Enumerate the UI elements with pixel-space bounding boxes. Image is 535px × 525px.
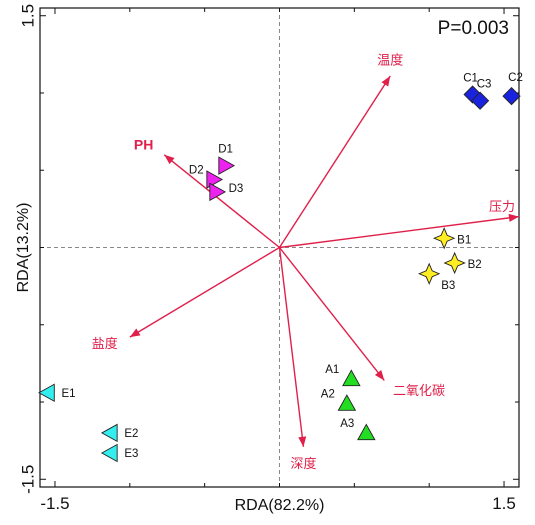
sample-marker	[443, 251, 466, 275]
sample-point-label: D3	[229, 183, 244, 195]
env-arrow: 二氧化碳	[278, 247, 445, 399]
sample-marker	[38, 383, 55, 403]
sample-point: D2	[189, 165, 224, 189]
sample-point: A1	[325, 364, 361, 387]
sample-group: D1 D2 D3	[189, 144, 244, 202]
sample-marker	[100, 423, 118, 443]
sample-group: A1 A2 A3	[321, 364, 376, 441]
x-tick-label: 1.5	[492, 494, 516, 513]
y-tick-label: -1.5	[18, 465, 37, 494]
env-arrow: 温度	[278, 52, 403, 248]
sample-point-label: E3	[124, 448, 138, 460]
sample-point: D3	[209, 182, 244, 202]
sample-point: B2	[443, 251, 482, 275]
sample-point-label: A2	[321, 389, 335, 401]
env-arrow-head	[298, 436, 307, 447]
sample-point: B3	[418, 262, 455, 292]
sample-point: A3	[340, 418, 376, 441]
sample-marker	[218, 156, 236, 175]
sample-point: E1	[38, 383, 76, 403]
env-arrow-shaft	[163, 154, 280, 249]
sample-marker	[502, 86, 521, 106]
sample-marker	[342, 369, 361, 387]
env-arrow-shaft	[129, 246, 280, 338]
env-arrow-shaft	[278, 75, 391, 248]
sample-marker	[357, 423, 376, 441]
env-arrow-shaft	[279, 215, 520, 249]
sample-point-label: A1	[325, 364, 339, 376]
sample-marker	[337, 394, 357, 411]
env-arrow-head	[164, 154, 175, 165]
sample-point: C2	[502, 72, 523, 106]
env-arrow-label: 深度	[290, 456, 316, 472]
sample-point-label: D2	[189, 165, 204, 177]
sample-group: E1 E2 E3	[38, 383, 138, 463]
y-tick-label: 1.5	[18, 4, 37, 28]
sample-group: B1 B2 B3	[418, 227, 482, 292]
env-arrow-head	[381, 75, 391, 87]
p-value-annotation: P=0.003	[438, 18, 509, 39]
sample-point-label: E1	[61, 388, 75, 400]
env-arrow-head	[374, 370, 385, 381]
env-arrow: 深度	[278, 247, 316, 472]
sample-point-label: B1	[457, 234, 471, 246]
x-tick-label: -1.5	[40, 494, 69, 513]
sample-point: D1	[218, 144, 236, 175]
sample-marker	[470, 91, 490, 110]
sample-point: A2	[321, 389, 357, 411]
sample-point-label: C2	[508, 72, 523, 84]
sample-point-label: B2	[468, 259, 482, 271]
sample-point: B1	[433, 227, 471, 250]
env-arrow-head	[129, 328, 141, 338]
env-arrow-shaft	[278, 247, 305, 447]
y-axis-title: RDA(13.2%)	[15, 203, 32, 293]
env-arrow: 压力	[279, 200, 520, 249]
sample-point-label: A3	[340, 418, 354, 430]
env-arrow-label: PH	[134, 137, 153, 153]
env-arrow-label: 二氧化碳	[393, 384, 445, 399]
sample-points: A1 A2 A3 B1 B2 B3 C1 C2 C3 D1 D2 D3 E1 E2 E3	[38, 72, 523, 463]
env-arrow: PH	[134, 137, 280, 249]
sample-point: E3	[100, 443, 138, 463]
sample-point: C3	[470, 79, 492, 110]
sample-marker	[100, 443, 118, 463]
sample-marker	[433, 227, 456, 250]
env-arrow-label: 盐度	[92, 336, 118, 352]
x-axis-title: RDA(82.2%)	[235, 497, 325, 514]
axis-ticks: -1.5 1.5 1.5 -1.5	[18, 4, 519, 513]
sample-point-label: C1	[463, 73, 478, 85]
sample-point-label: C3	[477, 79, 492, 91]
sample-group: C1 C2 C3	[463, 72, 523, 110]
sample-point-label: E2	[124, 428, 138, 440]
env-arrow: 盐度	[92, 246, 280, 352]
sample-marker	[209, 182, 227, 202]
sample-marker	[418, 262, 441, 285]
env-arrow-shaft	[278, 247, 385, 381]
sample-point: E2	[100, 423, 138, 443]
env-arrow-head	[508, 213, 519, 222]
env-arrow-label: 压力	[489, 200, 515, 215]
sample-point-label: D1	[218, 144, 233, 156]
env-arrow-label: 温度	[377, 52, 403, 68]
sample-point-label: B3	[441, 280, 455, 292]
